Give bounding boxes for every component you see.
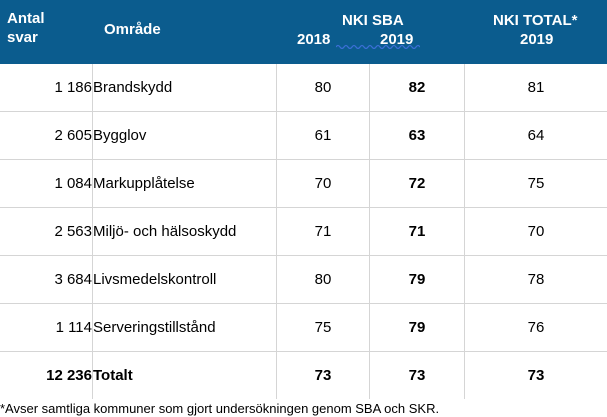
sba-2018-cell: 61 — [276, 111, 370, 160]
area-cell: Totalt — [92, 351, 277, 399]
sba-2019-cell: 82 — [369, 64, 465, 112]
count-cell: 2 605 — [0, 111, 93, 160]
sba-2018-cell: 70 — [276, 159, 370, 208]
total-row: 12 236 Totalt 73 73 73 — [0, 351, 607, 399]
header-year-2018: 2018 — [297, 31, 331, 48]
sba-2019-cell: 72 — [369, 159, 465, 208]
sba-2019-cell: 79 — [369, 303, 465, 352]
table-header: Antal svar Område NKI SBA 2018 2019 NKI … — [0, 0, 607, 64]
total-2019-cell: 64 — [464, 111, 607, 160]
area-cell: Markupplåtelse — [92, 159, 277, 208]
sba-2019-cell: 79 — [369, 255, 465, 304]
table-row: 2 563 Miljö- och hälsoskydd 71 71 70 — [0, 207, 607, 256]
count-cell: 1 084 — [0, 159, 93, 208]
header-antal: Antal — [7, 10, 45, 27]
count-cell: 1 114 — [0, 303, 93, 352]
header-nki-total-year: 2019 — [520, 31, 554, 48]
total-2019-cell: 76 — [464, 303, 607, 352]
header-svar: svar — [7, 29, 38, 46]
table-row: 1 186 Brandskydd 80 82 81 — [0, 64, 607, 112]
nki-table: 1 186 Brandskydd 80 82 81 2 605 Bygglov … — [0, 64, 607, 399]
sba-2018-cell: 80 — [276, 255, 370, 304]
area-cell: Bygglov — [92, 111, 277, 160]
header-year-2019: 2019 — [380, 31, 414, 48]
count-cell: 12 236 — [46, 367, 92, 384]
sba-2018-cell: 73 — [276, 351, 370, 399]
area-cell: Livsmedelskontroll — [92, 255, 277, 304]
sba-2019-cell: 73 — [369, 351, 465, 399]
table-row: 1 114 Serveringstillstånd 75 79 76 — [0, 303, 607, 352]
table-row: 3 684 Livsmedelskontroll 80 79 78 — [0, 255, 607, 304]
total-2019-cell: 78 — [464, 255, 607, 304]
total-2019-cell: 70 — [464, 207, 607, 256]
total-2019-cell: 81 — [464, 64, 607, 112]
footnote: *Avser samtliga kommuner som gjort under… — [0, 401, 440, 416]
header-nki-sba: NKI SBA — [342, 12, 404, 29]
area-cell: Brandskydd — [92, 64, 277, 112]
total-2019-cell: 73 — [464, 351, 607, 399]
area-cell: Miljö- och hälsoskydd — [92, 207, 277, 256]
area-cell: Serveringstillstånd — [92, 303, 277, 352]
sba-2019-cell: 63 — [369, 111, 465, 160]
count-cell: 1 186 — [0, 64, 93, 112]
header-nki-total: NKI TOTAL* — [493, 12, 578, 29]
total-2019-cell: 75 — [464, 159, 607, 208]
header-omrade: Område — [104, 21, 161, 38]
sba-2018-cell: 75 — [276, 303, 370, 352]
sba-2018-cell: 80 — [276, 64, 370, 112]
table-row: 1 084 Markupplåtelse 70 72 75 — [0, 159, 607, 208]
count-cell: 3 684 — [0, 255, 93, 304]
sba-2018-cell: 71 — [276, 207, 370, 256]
spellcheck-underline — [336, 44, 420, 49]
count-cell: 2 563 — [0, 207, 93, 256]
sba-2019-cell: 71 — [369, 207, 465, 256]
table-row: 2 605 Bygglov 61 63 64 — [0, 111, 607, 160]
